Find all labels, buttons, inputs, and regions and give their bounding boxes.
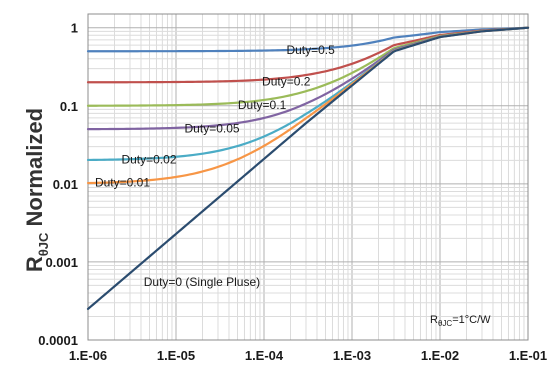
x-tick-label: 1.E-03 [333,348,371,363]
x-tick-label: 1.E-04 [245,348,284,363]
x-tick-label: 1.E-01 [509,348,547,363]
plot-background [88,14,528,340]
series-label: Duty=0.05 [185,122,240,136]
grid [87,14,528,341]
y-tick-label: 0.001 [45,255,78,270]
x-tick-label: 1.E-06 [69,348,107,363]
series-label: Duty=0.5 [286,43,335,57]
y-tick-label: 0.1 [60,99,78,114]
series-label: Duty=0.1 [238,98,287,112]
series-label: Duty=0.01 [95,176,150,190]
x-tick-label: 1.E-02 [421,348,459,363]
thermal-resistance-note: RθJC=1°C/W [430,314,491,328]
series-label: Duty=0.02 [121,153,176,167]
series-line [86,26,530,53]
y-axis-title: RθJC Normalized [22,108,51,272]
axis-ticks: 1.E-06 1.E-05 1.E-04 1.E-03 1.E-02 1.E-01 1 0.1… [38,21,547,363]
series-label: Duty=0 (Single Pluse) [144,275,260,289]
series-labels: Duty=0.5 Duty=0.2 Duty=0.1 Duty=0.05 Duty=0.… [95,43,335,289]
plot-frame [87,13,529,341]
series-lines [86,26,530,311]
series-label: Duty=0.2 [262,74,311,88]
x-tick-label: 1.E-05 [157,348,195,363]
series-line [86,26,530,311]
y-tick-label: 0.0001 [38,333,78,348]
y-tick-label: 1 [71,21,78,36]
y-tick-label: 0.01 [53,177,78,192]
